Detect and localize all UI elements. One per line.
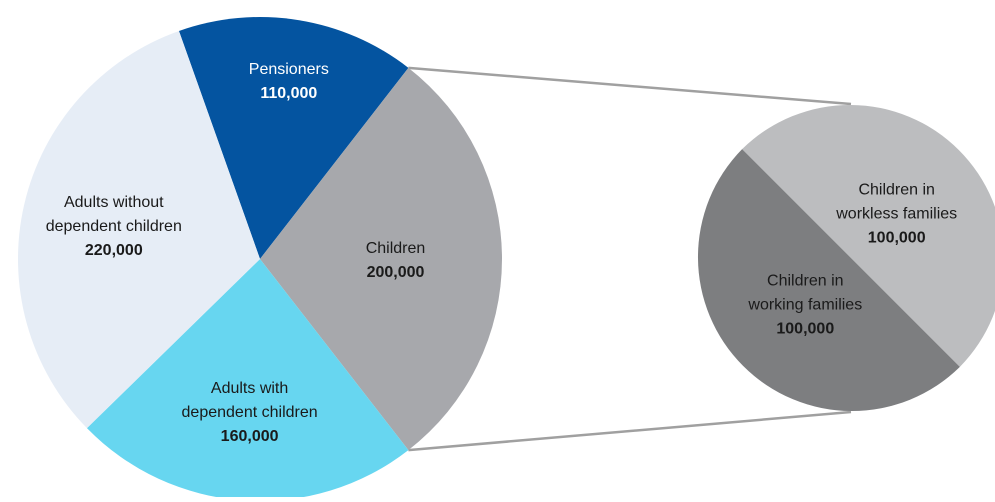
breakdown-slice-value-children-in-workless-families: 100,000 xyxy=(868,229,926,246)
main-slice-label-adults-with-dependent-children-line-1: Adults with xyxy=(211,380,288,397)
main-slice-label-adults-without-dependent-children-line-1: Adults without xyxy=(64,194,164,211)
breakdown-slice-label-children-in-workless-families-line-1: Children in xyxy=(858,181,934,198)
main-slice-label-adults-with-dependent-children-line-2: dependent children xyxy=(182,404,318,421)
breakdown-pie: Children in workless families 100,000 Child… xyxy=(697,105,995,412)
breakdown-slice-children-in-workless-families xyxy=(742,105,995,367)
main-slice-adults-with-dependent-children xyxy=(86,259,409,502)
breakdown-slice-value-children-in-working-families: 100,000 xyxy=(776,321,834,338)
main-slice-pensioners xyxy=(178,16,409,259)
connector-line-top xyxy=(408,66,852,106)
main-slice-value-adults-without-dependent-children: 220,000 xyxy=(85,242,143,259)
main-slice-label-adults-without-dependent-children-line-2: dependent children xyxy=(46,218,182,235)
main-slice-value-pensioners: 110,000 xyxy=(260,85,317,102)
main-slice-value-children: 200,000 xyxy=(367,264,425,281)
breakdown-slice-children-in-working-families xyxy=(697,149,960,412)
breakdown-slice-label-children-in-working-families-line-1: Children in xyxy=(767,273,843,290)
main-slice-adults-without-dependent-children xyxy=(17,30,261,429)
connector-line-bottom xyxy=(408,410,852,452)
main-pie: Pensioners 110,000 Children 200,000 Adults w… xyxy=(17,16,502,502)
main-slice-children xyxy=(260,67,502,451)
main-slice-label-children-line-1: Children xyxy=(366,240,426,257)
breakdown-slice-label-children-in-workless-families-line-2: workless families xyxy=(835,205,957,222)
main-slice-label-pensioners-line-1: Pensioners xyxy=(249,61,329,78)
breakdown-slice-label-children-in-working-families-line-2: working families xyxy=(747,297,862,314)
connector-lines xyxy=(408,66,852,452)
main-slice-value-adults-with-dependent-children: 160,000 xyxy=(221,428,279,445)
